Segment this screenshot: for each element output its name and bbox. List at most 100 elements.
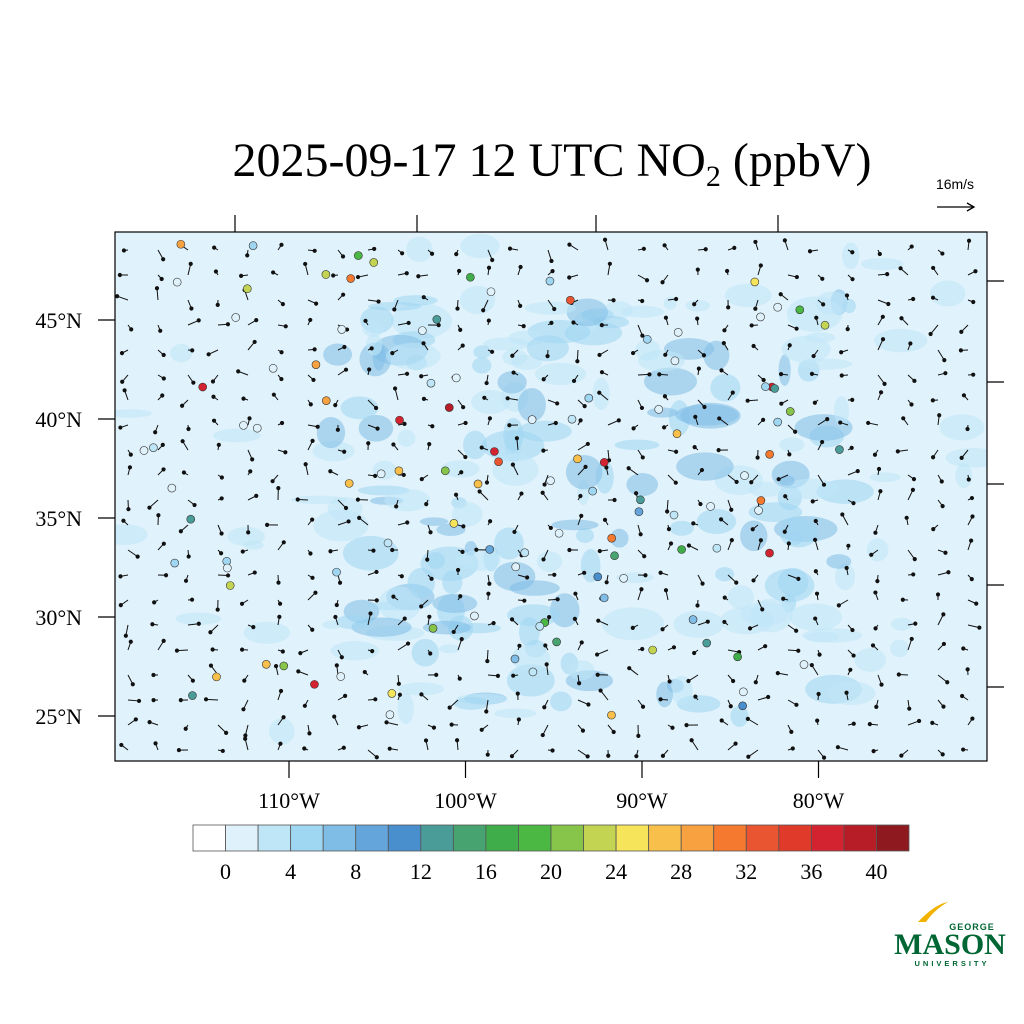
- wind-arrow-head: [783, 494, 788, 499]
- station-dot: [599, 593, 609, 603]
- wind-arrow-head: [634, 754, 639, 759]
- colorbar-box: [713, 824, 747, 852]
- wind-arrow-head: [673, 296, 679, 302]
- wind-arrow-head: [595, 652, 600, 657]
- wind-arrow-head: [279, 376, 284, 382]
- wind-arrow-head: [825, 416, 830, 422]
- wind-arrow-head: [543, 643, 548, 648]
- wind-arrow-head: [540, 732, 545, 738]
- wind-arrow-head: [969, 538, 974, 543]
- wind-arrow-head: [129, 327, 134, 332]
- wind-arrow-head: [511, 370, 516, 375]
- wind-arrow-head: [405, 641, 411, 646]
- wind-arrow-head: [174, 648, 180, 653]
- wind-arrow-head: [271, 270, 276, 275]
- wind-arrow-head: [402, 616, 407, 621]
- colorbar-box: [583, 824, 617, 852]
- station-dot: [470, 611, 479, 621]
- lat-tick-label: 45°N: [35, 308, 82, 333]
- wind-arrow-head: [248, 469, 253, 474]
- wind-arrow-head: [507, 423, 512, 428]
- field-blob: [710, 373, 741, 402]
- wind-arrow-head: [213, 269, 219, 274]
- wind-arrow-head: [270, 479, 275, 484]
- wind-arrow-head: [427, 442, 432, 447]
- wind-arrow-head: [216, 442, 221, 447]
- wind-arrow-head: [518, 303, 523, 308]
- field-blob: [471, 389, 511, 414]
- logo-main: MASON: [894, 928, 1006, 961]
- field-blob: [536, 551, 563, 572]
- wind-arrow-head: [303, 261, 308, 267]
- wind-arrow-head: [479, 727, 484, 732]
- wind-arrow-head: [758, 263, 763, 268]
- wind-arrow-head: [734, 580, 739, 585]
- wind-arrow-head: [913, 621, 918, 626]
- wind-arrow-head: [880, 337, 886, 342]
- field-blob: [676, 452, 734, 481]
- wind-arrow-head: [161, 257, 166, 262]
- wind-arrow-head: [416, 274, 421, 279]
- wind-arrow-head: [120, 379, 125, 384]
- wind-arrow-head: [421, 396, 427, 401]
- field-blob: [568, 660, 595, 681]
- field-blob: [626, 473, 659, 497]
- station-points: [139, 239, 844, 720]
- wind-arrow-head: [814, 315, 819, 320]
- title-suffix: (ppbV): [721, 134, 872, 187]
- wind-arrow-head: [692, 650, 697, 656]
- wind-arrow-head: [212, 245, 217, 250]
- wind-arrow-head: [745, 398, 750, 403]
- wind-arrow-head: [542, 482, 547, 487]
- wind-arrow-head: [251, 624, 256, 630]
- wind-arrow-head: [133, 717, 138, 722]
- wind-arrow-head: [431, 725, 437, 730]
- field-blob: [610, 528, 629, 548]
- wind-arrow-head: [695, 316, 700, 321]
- wind-arrow-head: [451, 629, 456, 635]
- wind-arrow-head: [821, 482, 827, 487]
- colorbar-box: [257, 824, 292, 852]
- wind-arrow-head: [458, 327, 463, 332]
- wind-arrow-head: [835, 745, 841, 750]
- field-blob: [451, 502, 483, 527]
- wind-arrow-head: [239, 273, 244, 278]
- station-dot: [567, 414, 577, 424]
- wind-arrow-head: [160, 393, 165, 398]
- wind-arrow-head: [366, 441, 371, 446]
- wind-arrow-head: [885, 272, 890, 277]
- wind-arrow-head: [158, 328, 163, 333]
- wind-arrow-head: [544, 662, 549, 667]
- wind-arrow-head: [271, 392, 276, 397]
- wind-arrow-head: [196, 318, 201, 323]
- wind-arrow-head: [755, 455, 760, 460]
- axes: 45°N 40°N 35°N 30°N 25°N 110°W 100°W 90°W 80°W: [35, 308, 844, 813]
- wind-arrow-head: [869, 552, 874, 557]
- field-blob: [460, 233, 500, 259]
- field-blob: [398, 682, 444, 696]
- wind-arrow-head: [816, 691, 821, 697]
- wind-arrow-head: [312, 347, 317, 352]
- wind-arrow-head: [335, 427, 340, 432]
- wind-arrow-head: [627, 666, 632, 671]
- wind-arrow-head: [776, 477, 781, 482]
- wind-arrow-head: [871, 749, 876, 754]
- field-blob: [170, 344, 193, 363]
- wind-arrow-head: [567, 242, 572, 247]
- wind-arrow-head: [943, 371, 948, 376]
- wind-arrow-head: [341, 292, 346, 297]
- wind-arrow-head: [342, 344, 347, 350]
- wind-arrow-head: [449, 722, 454, 727]
- wind-arrow-head: [296, 669, 301, 674]
- station-dot: [473, 479, 483, 489]
- wind-arrow-head: [219, 531, 224, 536]
- wind-arrow-head: [279, 420, 285, 426]
- wind-arrow-head: [909, 244, 914, 249]
- wind-arrow-head: [692, 445, 697, 450]
- wind-arrow-head: [875, 579, 880, 584]
- wind-arrow-head: [937, 413, 942, 418]
- wind-arrow-head: [815, 718, 820, 723]
- colorbar-box: [615, 824, 650, 852]
- station-dot: [444, 403, 454, 412]
- wind-arrow-head: [396, 681, 401, 686]
